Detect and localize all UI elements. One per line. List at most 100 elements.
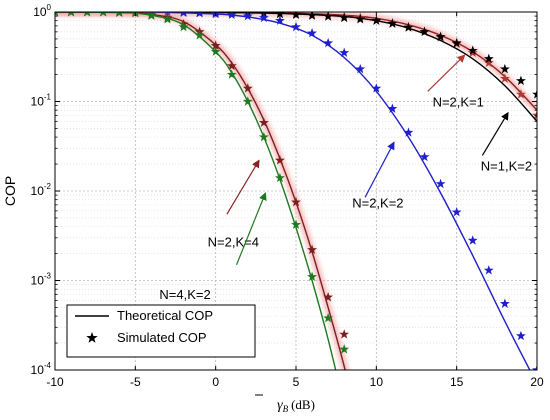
sim-point <box>339 47 350 58</box>
y-tick-label: 10-4 <box>31 361 52 377</box>
sim-point <box>435 178 446 189</box>
annotation-label: N=2,K=2 <box>352 196 403 211</box>
x-tick-label: 15 <box>450 375 464 389</box>
sim-point <box>483 265 494 275</box>
x-tick-label: -5 <box>130 375 141 389</box>
sim-point <box>403 22 414 32</box>
annotation-label: N=2,K=1 <box>433 94 484 109</box>
sim-point <box>146 12 157 20</box>
y-axis-title: COP <box>2 176 18 206</box>
legend-label: Theoretical COP <box>117 308 213 323</box>
sim-point <box>355 14 366 24</box>
sim-point <box>532 364 537 370</box>
sim-point <box>515 89 526 99</box>
sim-point <box>226 69 237 79</box>
sim-point <box>532 110 537 120</box>
sim-point <box>242 83 253 93</box>
sim-point <box>226 60 237 71</box>
x-axis-unit: (dB) <box>291 397 315 412</box>
annotation-arrow <box>235 192 267 265</box>
sim-point <box>515 75 526 86</box>
sim-point <box>483 57 494 68</box>
sim-point <box>451 37 462 48</box>
sim-point <box>291 21 301 32</box>
sim-point <box>467 45 478 55</box>
sim-point <box>419 151 430 162</box>
sim-point <box>419 26 430 37</box>
annotation-arrow <box>364 141 395 198</box>
sim-point <box>178 21 189 32</box>
sim-point <box>387 103 398 113</box>
sim-point <box>307 27 318 38</box>
sim-point <box>68 12 75 17</box>
sim-point <box>307 271 318 281</box>
sim-point <box>499 73 510 83</box>
sim-point <box>435 31 446 41</box>
sim-point <box>307 12 318 20</box>
sim-point <box>323 312 334 323</box>
sim-point <box>274 172 285 183</box>
sim-point <box>162 14 173 24</box>
y-tick-label: 100 <box>33 3 51 19</box>
sim-point <box>339 329 350 339</box>
x-tick-label: -10 <box>46 375 64 389</box>
sim-point <box>258 117 269 127</box>
sim-point <box>291 196 301 207</box>
sim-point <box>55 12 59 17</box>
sim-point <box>100 12 107 17</box>
sim-point <box>242 96 253 106</box>
sim-point <box>258 131 269 142</box>
x-tick-label: 20 <box>530 375 544 389</box>
sim-point <box>291 219 301 229</box>
annotation-label: N=4,K=2 <box>159 287 210 302</box>
sim-point <box>194 30 205 40</box>
sim-point <box>242 12 253 21</box>
annotation-arrow <box>226 159 260 215</box>
sim-point <box>499 298 510 308</box>
sim-point <box>532 89 537 99</box>
annotation-label: N=1,K=2 <box>481 158 532 173</box>
sim-point <box>210 40 221 50</box>
sim-point <box>258 12 269 23</box>
sim-point <box>371 83 382 93</box>
annotations-layer: N=2,K=1 N=1,K=2 N=2,K=2 N=2,K=4 N=4,K=2 <box>159 54 532 302</box>
sim-point <box>355 63 366 74</box>
sim-point <box>115 12 124 17</box>
sim-point <box>403 127 414 137</box>
annotation-arrow <box>427 54 466 92</box>
sim-point <box>483 53 494 63</box>
sim-point <box>451 206 462 217</box>
sim-point <box>515 330 526 341</box>
sim-point <box>323 12 334 21</box>
legend-box <box>66 304 256 358</box>
sim-point <box>387 18 398 28</box>
sim-point <box>226 12 237 20</box>
sim-point <box>339 12 350 23</box>
x-tick-label: 10 <box>370 375 384 389</box>
x-tick-label: 0 <box>212 375 219 389</box>
annotation-label: N=2,K=4 <box>208 234 259 249</box>
x-axis-symbol: γ <box>277 398 283 413</box>
legend-label: Simulated COP <box>117 330 207 345</box>
sim-point <box>339 344 350 354</box>
y-tick-label: 10-3 <box>31 272 52 288</box>
x-axis-title: γB (dB) <box>277 397 315 414</box>
sim-point <box>323 292 334 302</box>
sim-point <box>499 63 510 74</box>
sim-point <box>179 12 188 17</box>
sim-point <box>274 12 285 19</box>
sim-point <box>371 15 382 25</box>
sim-point <box>195 12 204 18</box>
y-tick-label: 10-2 <box>31 182 52 198</box>
sim-point <box>323 37 334 48</box>
sim-point <box>467 235 478 245</box>
legend-star-swatch <box>86 332 98 343</box>
sim-point <box>274 15 285 25</box>
y-tick-label: 10-1 <box>31 93 52 109</box>
x-axis-subscript: B <box>283 404 289 414</box>
annotation-arrow <box>481 111 509 156</box>
sim-point <box>274 155 285 165</box>
ticks: -10 -5 0 5 10 15 20 100 10-1 10-2 10-3 10-4 <box>31 3 544 389</box>
x-tick-label: 5 <box>293 375 300 389</box>
